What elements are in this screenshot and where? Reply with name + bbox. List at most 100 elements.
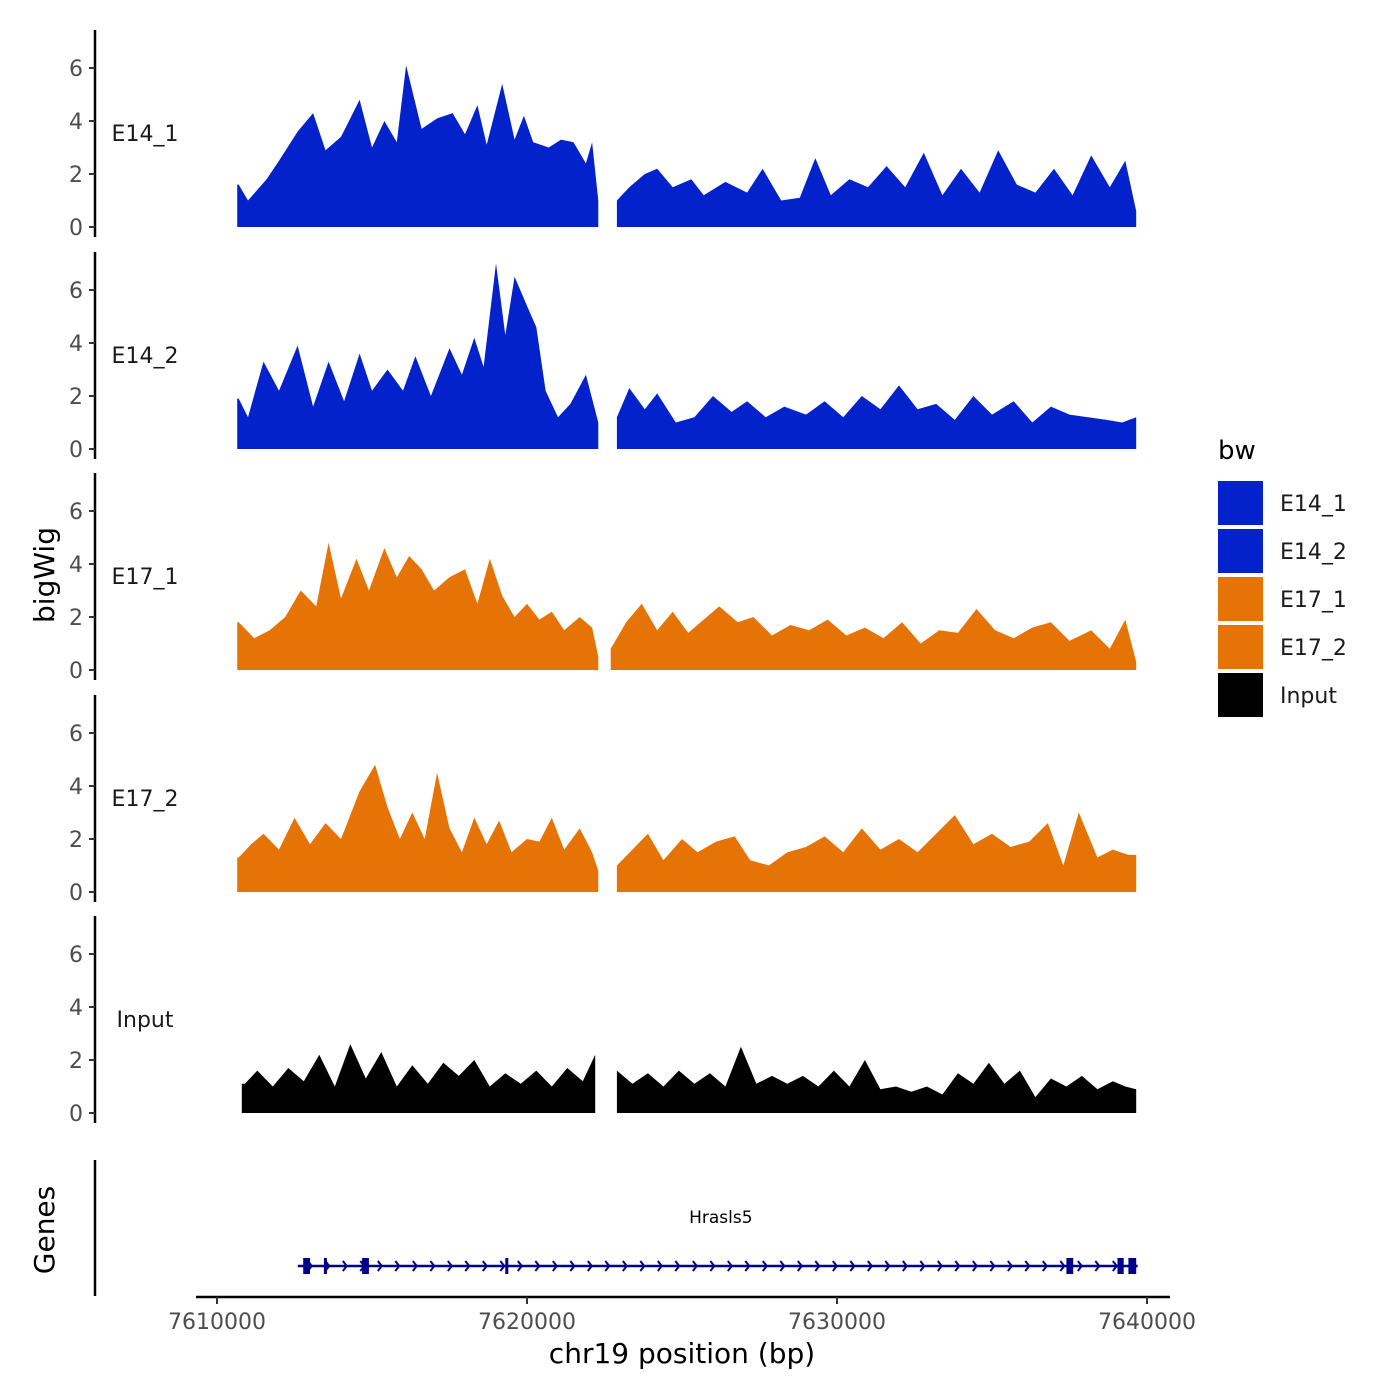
coverage-area-left xyxy=(237,263,599,449)
y-tick-label: 4 xyxy=(69,110,83,135)
bigwig-tracks: 0 2 4 6 E14_1 0 2 4 6 E14_2 0 2 4 6 E17_1 0 2 4 6 E17_2 0 2 4 6… xyxy=(69,30,1137,1127)
legend-label: E14_2 xyxy=(1280,540,1347,565)
strand-arrow-icon xyxy=(464,1260,471,1272)
strand-arrow-icon xyxy=(762,1260,769,1272)
y-tick-label: 4 xyxy=(69,332,83,357)
x-tick-label: 7640000 xyxy=(1098,1310,1196,1335)
strand-arrow-icon xyxy=(744,1260,751,1272)
strand-arrow-icon xyxy=(902,1260,909,1272)
y-tick-label: 2 xyxy=(69,163,83,188)
y-tick-label: 2 xyxy=(69,606,83,631)
legend-swatch xyxy=(1218,673,1263,717)
legend-entry: E17_1 xyxy=(1218,577,1347,621)
track-label: E17_1 xyxy=(112,565,179,590)
track-label: E17_2 xyxy=(112,787,179,812)
legend-entry: Input xyxy=(1218,673,1337,717)
genes-axis-title: Genes xyxy=(28,1186,61,1274)
coverage-area-left xyxy=(237,65,599,228)
strand-arrow-icon xyxy=(587,1260,594,1272)
x-tick-label: 7630000 xyxy=(788,1310,886,1335)
track-label: Input xyxy=(117,1008,174,1033)
strand-arrow-icon xyxy=(1007,1260,1014,1272)
legend-swatch xyxy=(1218,625,1263,669)
legend-entry: E14_2 xyxy=(1218,529,1347,573)
strand-arrow-icon xyxy=(429,1260,436,1272)
legend-swatch xyxy=(1218,577,1263,621)
y-tick-label: 2 xyxy=(69,828,83,853)
y-tick-label: 2 xyxy=(69,1049,83,1074)
strand-arrow-icon xyxy=(534,1260,541,1272)
y-tick-label: 0 xyxy=(69,659,83,684)
track-label: E14_1 xyxy=(112,122,179,147)
coverage-area-right xyxy=(616,1046,1137,1113)
y-tick-label: 0 xyxy=(69,1102,83,1127)
strand-arrow-icon xyxy=(1112,1260,1119,1272)
legend-title: bw xyxy=(1218,436,1256,466)
exon-block xyxy=(1117,1258,1124,1274)
strand-arrow-icon xyxy=(1042,1260,1049,1272)
coverage-area-right xyxy=(616,812,1137,892)
track-e14-2: 0 2 4 6 E14_2 xyxy=(69,252,1137,463)
exon-block xyxy=(362,1258,369,1274)
x-axis-title: chr19 position (bp) xyxy=(549,1337,815,1370)
legend-label: E17_1 xyxy=(1280,588,1347,613)
x-tick-label: 7610000 xyxy=(168,1310,266,1335)
strand-arrow-icon xyxy=(622,1260,629,1272)
strand-arrow-icon xyxy=(499,1260,506,1272)
coverage-area-left xyxy=(237,542,599,670)
strand-arrow-icon xyxy=(674,1260,681,1272)
strand-arrow-icon xyxy=(919,1260,926,1272)
strand-arrow-icon xyxy=(394,1260,401,1272)
strand-arrow-icon xyxy=(989,1260,996,1272)
strand-arrow-icon xyxy=(832,1260,839,1272)
strand-arrow-icon xyxy=(709,1260,716,1272)
exon-block xyxy=(1066,1258,1074,1274)
legend-entry: E14_1 xyxy=(1218,481,1347,525)
strand-arrow-icon xyxy=(482,1260,489,1272)
y-tick-label: 6 xyxy=(69,500,83,525)
exon-block xyxy=(323,1258,327,1274)
strand-arrow-icon xyxy=(849,1260,856,1272)
exon-block xyxy=(303,1258,310,1274)
gene-name-label: Hrasls5 xyxy=(689,1208,752,1228)
y-tick-label: 0 xyxy=(69,881,83,906)
y-tick-label: 0 xyxy=(69,216,83,241)
y-axis-title: bigWig xyxy=(28,527,61,623)
y-tick-label: 4 xyxy=(69,996,83,1021)
strand-arrow-icon xyxy=(797,1260,804,1272)
strand-arrow-icon xyxy=(639,1260,646,1272)
y-tick-label: 6 xyxy=(69,722,83,747)
track-input: 0 2 4 6 Input xyxy=(69,916,1137,1127)
coverage-area-left xyxy=(241,1044,596,1113)
strand-arrow-icon xyxy=(552,1260,559,1272)
strand-arrow-icon xyxy=(779,1260,786,1272)
x-axis: 7610000 7620000 7630000 7640000 xyxy=(168,1295,1196,1335)
strand-arrow-icon xyxy=(884,1260,891,1272)
strand-arrow-icon xyxy=(447,1260,454,1272)
exon-block xyxy=(505,1258,509,1274)
y-tick-label: 4 xyxy=(69,553,83,578)
legend-swatch xyxy=(1218,481,1263,525)
strand-arrow-icon xyxy=(814,1260,821,1272)
legend: bw E14_1 E14_2 E17_1 E17_2 Input xyxy=(1218,436,1347,717)
y-tick-label: 2 xyxy=(69,385,83,410)
track-e17-2: 0 2 4 6 E17_2 xyxy=(69,695,1137,906)
exon-block xyxy=(1128,1258,1137,1274)
track-e17-1: 0 2 4 6 E17_1 xyxy=(69,473,1137,684)
strand-arrow-icon xyxy=(604,1260,611,1272)
strand-arrow-icon xyxy=(937,1260,944,1272)
strand-arrow-icon xyxy=(342,1260,349,1272)
y-tick-label: 4 xyxy=(69,775,83,800)
y-tick-label: 6 xyxy=(69,943,83,968)
y-tick-label: 0 xyxy=(69,438,83,463)
strand-arrow-icon xyxy=(1077,1260,1084,1272)
strand-arrow-icon xyxy=(954,1260,961,1272)
track-label: E14_2 xyxy=(112,344,179,369)
strand-arrow-icon xyxy=(867,1260,874,1272)
strand-arrow-icon xyxy=(692,1260,699,1272)
coverage-area-right xyxy=(610,603,1137,670)
strand-arrow-icon xyxy=(972,1260,979,1272)
genes-panel: Hrasls5 xyxy=(93,1160,1138,1296)
strand-arrow-icon xyxy=(657,1260,664,1272)
